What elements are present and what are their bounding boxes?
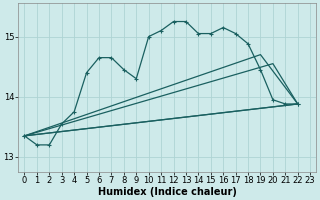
- X-axis label: Humidex (Indice chaleur): Humidex (Indice chaleur): [98, 187, 237, 197]
